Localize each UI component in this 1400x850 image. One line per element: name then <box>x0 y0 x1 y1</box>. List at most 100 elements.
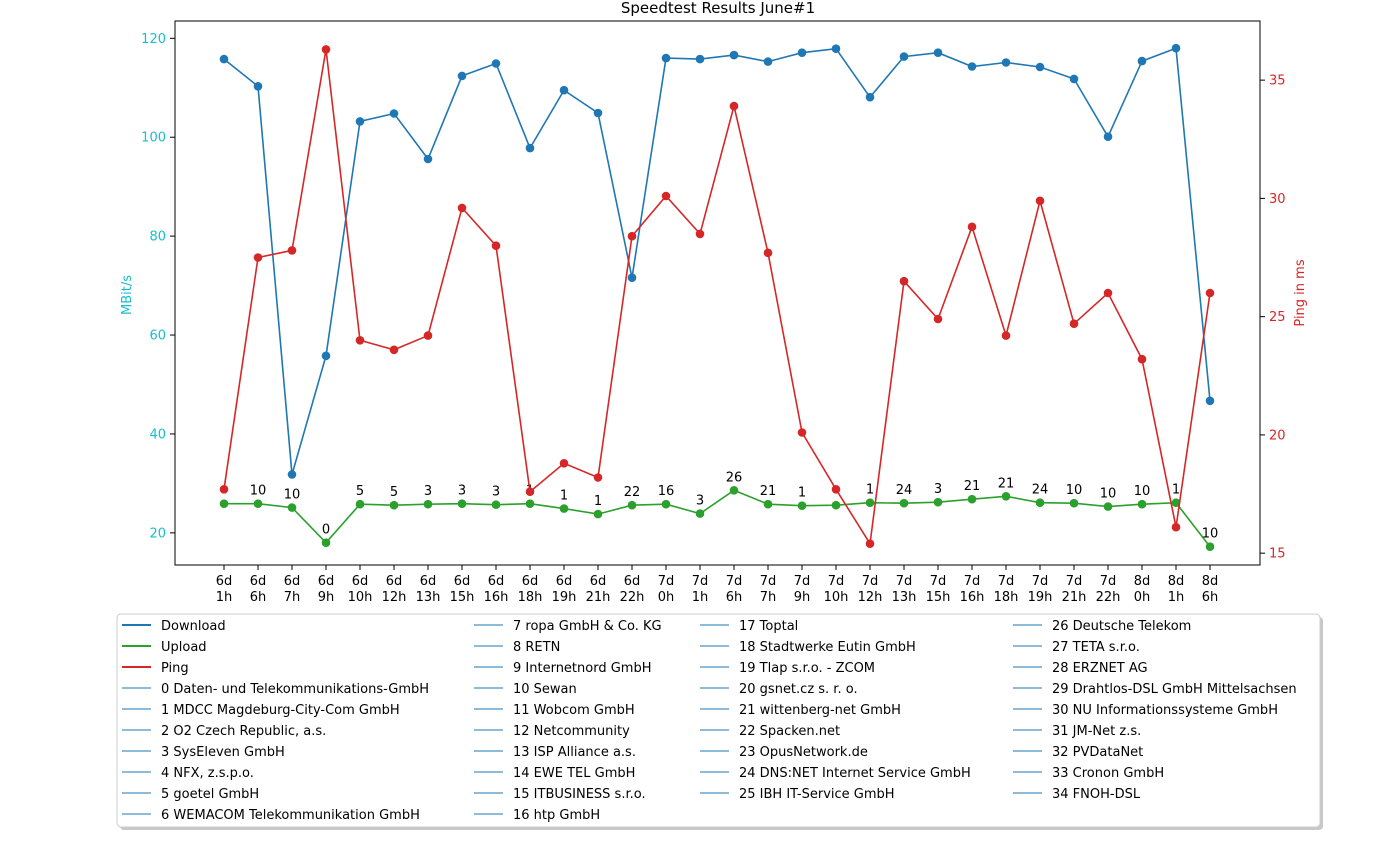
x-axis-tick-label: 6d 16h <box>484 574 509 605</box>
download-point <box>797 48 807 57</box>
upload-point <box>1205 542 1215 551</box>
download-point <box>1171 43 1181 53</box>
legend-entry: 12 Netcommunity <box>513 724 630 739</box>
upload-data-label: 3 <box>696 494 704 509</box>
legend-entry: 18 Stadtwerke Eutin GmbH <box>739 640 916 655</box>
x-axis-tick-label: 7d 12h <box>858 574 883 605</box>
upload-point <box>627 500 637 510</box>
x-axis-tick-label: 6d 19h <box>552 574 577 605</box>
download-point <box>389 109 399 118</box>
ping-point <box>661 191 671 201</box>
upload-data-label: 1 <box>866 483 874 498</box>
upload-data-label: 26 <box>726 470 743 485</box>
x-axis-tick-label: 8d 6h <box>1202 574 1219 605</box>
ping-point <box>525 487 535 497</box>
x-axis-tick-label: 7d 19h <box>1028 574 1053 605</box>
upload-data-label: 0 <box>322 523 330 538</box>
upload-point <box>1001 492 1011 501</box>
right-axis-tick-label: 25 <box>1269 310 1286 325</box>
x-axis-tick-label: 8d 1h <box>1168 574 1185 605</box>
x-axis-tick-label: 6d 7h <box>284 574 301 605</box>
upload-point <box>933 497 943 507</box>
x-axis-tick-label: 7d 15h <box>926 574 951 605</box>
upload-data-label: 1 <box>798 486 806 501</box>
x-axis-tick-label: 6d 10h <box>348 574 373 605</box>
upload-point <box>491 500 501 510</box>
ping-point <box>219 485 229 494</box>
upload-point <box>287 503 297 512</box>
legend-entry: 28 ERZNET AG <box>1052 661 1148 676</box>
ping-point <box>1205 288 1215 298</box>
legend-entry: 29 Drahtlos-DSL GmbH Mittelsachsen <box>1052 682 1297 697</box>
download-point <box>661 53 671 63</box>
legend-entry: 10 Sewan <box>513 682 577 697</box>
upload-point <box>321 538 331 547</box>
download-point <box>355 117 365 126</box>
upload-data-label: 10 <box>284 488 301 503</box>
download-point <box>899 52 909 61</box>
upload-point <box>865 498 875 508</box>
ping-point <box>967 222 977 232</box>
x-axis-tick-label: 7d 10h <box>824 574 849 605</box>
legend-entry: 30 NU Informationssysteme GmbH <box>1052 703 1278 718</box>
upload-point <box>457 499 467 509</box>
legend-entry: 6 WEMACOM Telekommunikation GmbH <box>161 808 420 823</box>
upload-point <box>423 499 433 509</box>
left-axis-tick-label: 120 <box>141 32 166 47</box>
upload-data-label: 10 <box>1066 483 1083 498</box>
upload-point <box>729 486 739 495</box>
x-axis-tick-label: 7d 0h <box>658 574 675 605</box>
upload-point <box>1171 498 1181 508</box>
legend-entry: 8 RETN <box>513 640 560 655</box>
left-axis-tick-label: 100 <box>141 131 166 146</box>
upload-point <box>831 500 841 510</box>
legend-entry: 1 MDCC Magdeburg-City-Com GmbH <box>161 703 400 718</box>
upload-data-label: 10 <box>1100 487 1117 502</box>
download-point <box>287 470 297 479</box>
legend-entry: 19 Tlap s.r.o. - ZCOM <box>739 661 875 676</box>
legend-entry: 11 Wobcom GmbH <box>513 703 635 718</box>
upload-point <box>1035 498 1045 508</box>
upload-data-label: 24 <box>896 483 913 498</box>
x-axis-tick-label: 7d 13h <box>892 574 917 605</box>
right-axis-tick-label: 35 <box>1269 74 1286 89</box>
x-axis-tick-label: 7d 9h <box>794 574 811 605</box>
legend-entry: 34 FNOH-DSL <box>1052 787 1141 802</box>
download-point <box>627 273 637 283</box>
x-axis-tick-label: 6d 22h <box>620 574 645 605</box>
upload-data-label: 5 <box>356 484 364 499</box>
ping-point <box>1069 319 1079 329</box>
legend-entry: 2 O2 Czech Republic, a.s. <box>161 724 326 739</box>
legend-entry: 9 Internetnord GmbH <box>513 661 651 676</box>
upload-point <box>389 500 399 510</box>
ping-point <box>933 314 943 324</box>
left-axis-tick-label: 60 <box>149 329 166 344</box>
upload-data-label: 21 <box>760 484 777 499</box>
upload-point <box>1069 498 1079 508</box>
upload-data-label: 5 <box>390 485 398 500</box>
download-point <box>729 50 739 60</box>
ping-point <box>729 101 739 111</box>
x-axis-tick-label: 7d 6h <box>726 574 743 605</box>
download-point <box>491 59 501 68</box>
legend-entry: 16 htp GmbH <box>513 808 600 823</box>
upload-data-label: 22 <box>624 485 641 500</box>
ping-point <box>423 331 433 340</box>
x-axis-tick-label: 7d 16h <box>960 574 985 605</box>
download-point <box>695 54 705 64</box>
download-point <box>321 351 331 361</box>
legend-entry: Ping <box>161 661 189 676</box>
x-axis-tick-label: 6d 12h <box>382 574 407 605</box>
upload-data-label: 3 <box>492 485 500 500</box>
upload-data-label: 3 <box>934 482 942 497</box>
upload-point <box>695 509 705 518</box>
ping-point <box>763 248 773 258</box>
download-point <box>1035 62 1045 72</box>
upload-data-label: 16 <box>658 484 675 499</box>
legend: Download Upload Ping 0 Daten- und Telekommu… <box>116 613 1323 830</box>
download-point <box>253 82 263 91</box>
legend-entry: 23 OpusNetwork.de <box>739 745 868 760</box>
download-point <box>559 85 569 95</box>
upload-data-label: 1 <box>1172 483 1180 498</box>
